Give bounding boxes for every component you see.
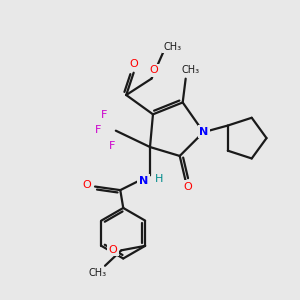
Text: N: N xyxy=(200,127,209,136)
Text: O: O xyxy=(184,182,192,192)
Text: F: F xyxy=(101,110,108,120)
Text: F: F xyxy=(109,141,116,151)
Text: O: O xyxy=(109,245,117,255)
Text: O: O xyxy=(149,65,158,75)
Text: O: O xyxy=(82,180,91,190)
Text: F: F xyxy=(95,125,101,135)
Text: CH₃: CH₃ xyxy=(181,65,199,75)
Text: CH₃: CH₃ xyxy=(163,42,182,52)
Text: H: H xyxy=(155,174,164,184)
Text: N: N xyxy=(139,176,148,186)
Text: CH₃: CH₃ xyxy=(88,268,106,278)
Text: O: O xyxy=(130,59,139,69)
